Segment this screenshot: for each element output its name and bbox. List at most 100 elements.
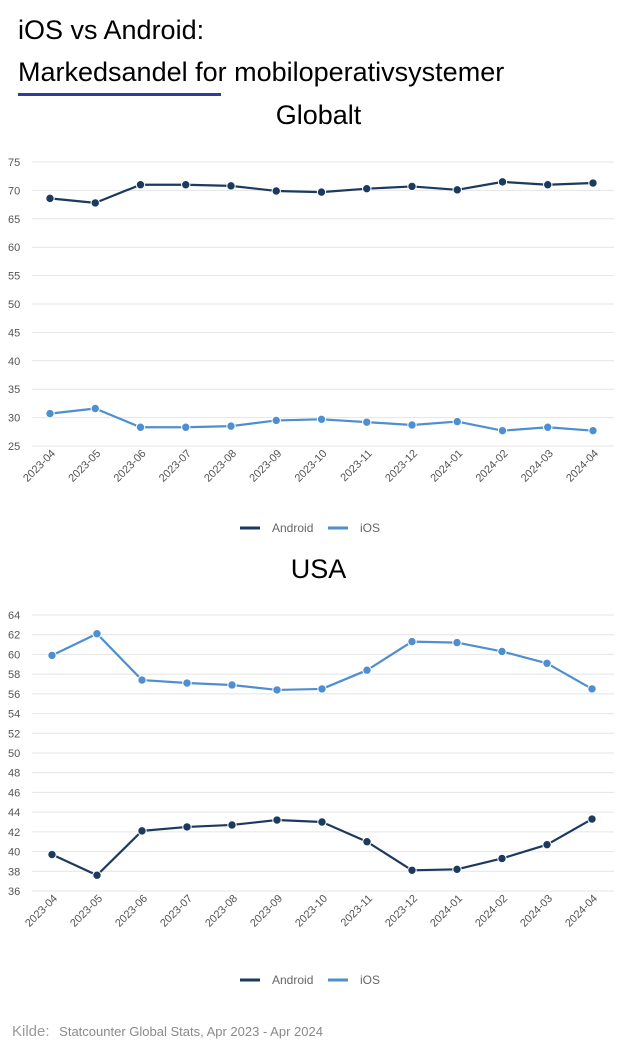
y-tick-label: 54 [8, 709, 20, 721]
x-tick-label: 2024-02 [474, 448, 511, 485]
source-footer: Kilde: Statcounter Global Stats, Apr 202… [12, 1023, 323, 1040]
data-point-android [92, 870, 102, 880]
x-tick-label: 2024-03 [519, 448, 556, 485]
x-tick-label: 2023-09 [247, 448, 284, 485]
x-tick-label: 2023-08 [203, 893, 240, 930]
y-tick-label: 58 [8, 669, 20, 681]
data-point-android [317, 817, 327, 827]
data-point-android [407, 865, 417, 875]
data-point-ios [271, 415, 281, 426]
source-text: Statcounter Global Stats, Apr 2023 - Apr… [59, 1024, 323, 1039]
x-tick-label: 2023-11 [339, 893, 375, 929]
y-tick-label: 75 [8, 157, 20, 169]
subtitle-underline [18, 93, 221, 96]
y-tick-label: 35 [8, 384, 20, 396]
data-point-ios [497, 646, 507, 657]
x-tick-label: 2023-12 [383, 448, 420, 485]
data-point-android [135, 180, 146, 190]
data-point-ios [587, 684, 597, 694]
data-point-android [182, 822, 192, 832]
title-block: iOS vs Android: Markedsandel for mobilop… [18, 14, 505, 96]
x-tick-label: 2024-04 [563, 893, 600, 930]
x-tick-label: 2023-08 [202, 448, 239, 485]
data-point-android [543, 180, 553, 190]
data-point-ios [316, 414, 327, 425]
y-tick-label: 40 [8, 847, 20, 859]
x-tick-label: 2023-04 [23, 893, 60, 930]
data-point-android [452, 864, 462, 875]
y-tick-label: 38 [8, 866, 20, 878]
data-point-ios [45, 408, 55, 419]
data-point-ios [497, 425, 508, 436]
page-subtitle: Markedsandel for mobiloperativsystemer [18, 56, 505, 96]
y-tick-label: 42 [8, 827, 20, 839]
data-point-android [227, 820, 237, 830]
data-point-ios [227, 680, 237, 690]
data-point-android [497, 177, 508, 187]
y-tick-label: 30 [8, 413, 20, 425]
y-tick-label: 55 [8, 271, 20, 283]
y-tick-label: 70 [8, 185, 20, 197]
y-tick-label: 40 [8, 356, 20, 368]
y-tick-label: 50 [8, 748, 20, 760]
legend-label-ios: iOS [360, 521, 380, 535]
data-point-ios [272, 685, 282, 695]
data-point-ios [543, 422, 553, 432]
y-tick-label: 56 [8, 689, 20, 701]
data-point-ios [47, 650, 57, 661]
x-tick-label: 2023-06 [113, 893, 150, 930]
data-point-android [272, 815, 282, 825]
y-tick-label: 50 [8, 299, 20, 311]
data-point-ios [92, 629, 102, 639]
data-point-android [226, 181, 236, 191]
data-point-ios [362, 417, 372, 427]
data-point-android [316, 187, 327, 197]
data-point-ios [226, 421, 236, 431]
x-tick-label: 2023-07 [157, 448, 194, 485]
page-subtitle-text: Markedsandel for mobiloperativsystemer [18, 57, 505, 87]
y-tick-label: 46 [8, 787, 20, 799]
chart-title-usa: USA [290, 554, 347, 584]
x-tick-label: 2023-10 [293, 893, 330, 930]
page-title: iOS vs Android: [18, 15, 205, 45]
y-tick-label: 60 [8, 649, 20, 661]
data-point-android [497, 853, 507, 864]
data-point-ios [407, 420, 417, 430]
y-tick-label: 60 [8, 242, 20, 254]
x-tick-label: 2023-07 [158, 893, 195, 930]
x-tick-label: 2024-03 [518, 893, 555, 930]
x-tick-label: 2023-12 [383, 893, 420, 930]
x-tick-label: 2024-01 [428, 893, 465, 930]
data-point-android [271, 186, 281, 196]
data-point-ios [542, 658, 552, 668]
x-tick-label: 2023-06 [112, 448, 149, 485]
data-point-android [587, 814, 597, 824]
x-tick-label: 2023-11 [338, 448, 374, 484]
data-point-android [542, 839, 552, 850]
data-point-ios [137, 675, 147, 685]
y-tick-label: 64 [8, 610, 20, 622]
data-point-android [45, 193, 55, 204]
legend-label-android: Android [272, 521, 313, 535]
x-tick-label: 2023-05 [68, 893, 105, 930]
x-tick-label: 2023-05 [66, 448, 103, 485]
x-tick-label: 2024-02 [473, 893, 510, 930]
data-point-ios [407, 636, 417, 647]
series-line-ios [51, 632, 593, 692]
y-tick-label: 48 [8, 768, 20, 780]
data-point-android [90, 198, 100, 208]
data-point-android [407, 181, 417, 192]
y-tick-label: 52 [8, 728, 20, 740]
y-tick-label: 25 [8, 441, 20, 453]
data-point-ios [182, 678, 192, 688]
x-tick-label: 2024-04 [564, 448, 601, 485]
data-point-ios [317, 684, 327, 694]
data-point-ios [181, 422, 191, 432]
data-point-ios [452, 416, 462, 427]
y-tick-label: 44 [8, 807, 20, 819]
legend-label-android: Android [272, 973, 313, 987]
data-point-ios [588, 425, 598, 436]
x-tick-label: 2024-01 [428, 448, 465, 485]
data-point-android [588, 178, 598, 188]
